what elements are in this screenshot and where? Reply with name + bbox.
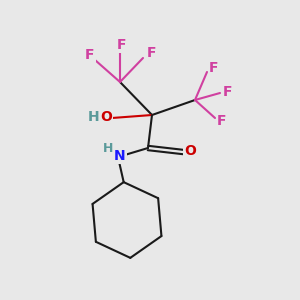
Text: N: N (114, 149, 126, 163)
Text: F: F (117, 38, 127, 52)
Text: O: O (184, 144, 196, 158)
Text: H: H (88, 110, 100, 124)
Text: F: F (146, 46, 156, 60)
Text: F: F (217, 114, 227, 128)
Text: F: F (85, 48, 95, 62)
Text: F: F (223, 85, 233, 99)
Text: O: O (100, 110, 112, 124)
Text: F: F (209, 61, 219, 75)
Text: H: H (103, 142, 113, 154)
